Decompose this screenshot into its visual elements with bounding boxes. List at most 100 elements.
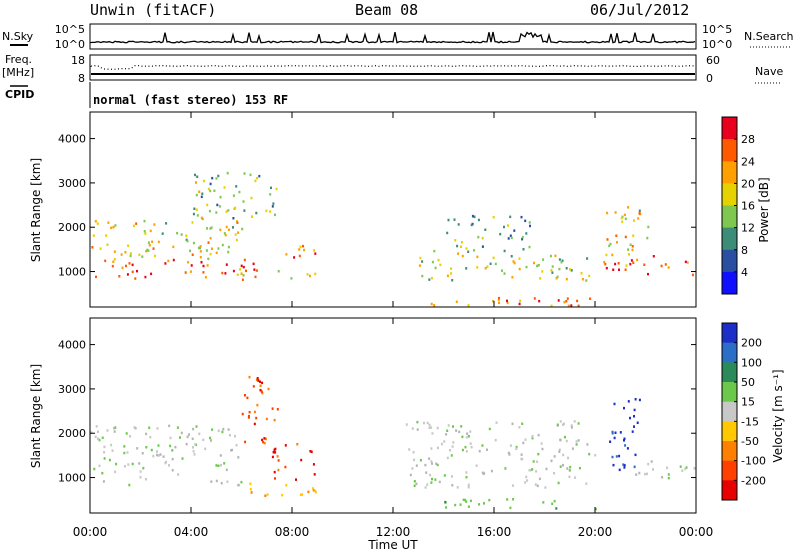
- data-cell: [169, 436, 172, 440]
- data-cell: [450, 454, 453, 457]
- colorbar-swatch: [722, 205, 737, 229]
- colorbar-swatch: [722, 460, 737, 481]
- colorbar-swatch: [722, 401, 737, 422]
- x-tick-label: 04:00: [174, 525, 209, 539]
- data-cell: [467, 435, 470, 438]
- data-cell: [227, 250, 230, 254]
- data-cell: [536, 460, 539, 463]
- data-cell: [623, 464, 626, 467]
- data-cell: [172, 258, 175, 262]
- data-cell: [559, 420, 562, 423]
- data-cell: [430, 302, 433, 306]
- data-cell: [454, 503, 457, 507]
- data-cell: [127, 463, 130, 466]
- colorbar-swatch: [722, 421, 737, 442]
- data-cell: [110, 443, 113, 447]
- data-cell: [606, 211, 609, 215]
- nave-trace: [90, 64, 696, 70]
- data-cell: [467, 486, 470, 489]
- x-axis-label: Time UT: [367, 538, 418, 552]
- data-cell: [605, 253, 608, 257]
- data-cell: [481, 245, 484, 248]
- power-y-axis: 1000 2000 3000 4000: [58, 133, 696, 279]
- data-cell: [536, 484, 539, 488]
- data-cell: [594, 454, 597, 457]
- data-cell: [113, 426, 116, 430]
- data-cell: [661, 476, 664, 479]
- data-cell: [660, 264, 663, 268]
- data-cell: [553, 472, 556, 475]
- data-cell: [627, 248, 630, 251]
- data-cell: [469, 442, 472, 445]
- data-cell: [256, 377, 259, 380]
- data-cell: [176, 231, 179, 235]
- data-cell: [95, 425, 98, 428]
- data-cell: [235, 238, 238, 242]
- data-cell: [131, 270, 134, 274]
- data-cell: [313, 249, 316, 252]
- data-cell: [624, 268, 627, 271]
- data-cell: [149, 435, 152, 439]
- data-cell: [152, 247, 155, 250]
- data-cell: [424, 463, 427, 467]
- x-tick-label: 12:00: [376, 525, 411, 539]
- data-cell: [241, 412, 244, 416]
- data-cell: [594, 507, 597, 511]
- data-cell: [114, 426, 117, 429]
- data-cell: [638, 212, 641, 215]
- data-cell: [90, 431, 93, 434]
- data-cell: [636, 258, 639, 262]
- data-cell: [544, 486, 547, 489]
- data-cell: [209, 227, 212, 230]
- data-cell: [191, 437, 194, 440]
- data-cell: [98, 438, 101, 442]
- data-cell: [147, 249, 150, 252]
- data-cell: [437, 258, 440, 262]
- data-cell: [113, 258, 116, 261]
- data-cell: [224, 272, 227, 275]
- data-cell: [210, 480, 213, 483]
- data-cell: [528, 221, 531, 224]
- data-cell: [314, 272, 317, 276]
- data-cell: [637, 217, 640, 220]
- data-cell: [443, 474, 446, 477]
- data-cell: [413, 484, 416, 488]
- data-cell: [621, 215, 624, 219]
- data-cell: [633, 219, 635, 222]
- data-cell: [164, 262, 167, 265]
- data-cell: [551, 265, 554, 268]
- data-cell: [120, 253, 123, 256]
- data-cell: [506, 299, 508, 303]
- data-cell: [139, 470, 142, 473]
- data-cell: [249, 173, 252, 177]
- data-cell: [459, 503, 462, 506]
- data-cell: [577, 422, 580, 425]
- freq-strip-frame: [89, 54, 697, 81]
- data-cell: [103, 451, 106, 454]
- data-cell: [554, 254, 557, 258]
- data-cell: [243, 209, 246, 212]
- data-cell: [277, 270, 280, 273]
- data-cell: [194, 173, 196, 177]
- data-cell: [191, 253, 194, 256]
- data-cell: [451, 445, 454, 448]
- data-cell: [411, 467, 414, 470]
- power-colorbar: 28 24 20 16 12 8 4: [721, 116, 755, 295]
- data-cell: [580, 272, 583, 275]
- data-cell: [307, 490, 310, 494]
- data-cell: [281, 493, 284, 497]
- data-cell: [513, 229, 516, 232]
- data-cell: [240, 264, 243, 268]
- data-cell: [415, 464, 418, 467]
- data-cell: [567, 456, 569, 460]
- data-cell: [486, 265, 489, 268]
- data-cell: [563, 300, 566, 304]
- data-cell: [299, 493, 302, 496]
- data-cell: [520, 215, 523, 219]
- data-cell: [107, 221, 110, 224]
- data-cell: [189, 249, 192, 253]
- data-cell: [521, 237, 524, 241]
- data-cell: [633, 408, 636, 412]
- data-cell: [512, 498, 515, 501]
